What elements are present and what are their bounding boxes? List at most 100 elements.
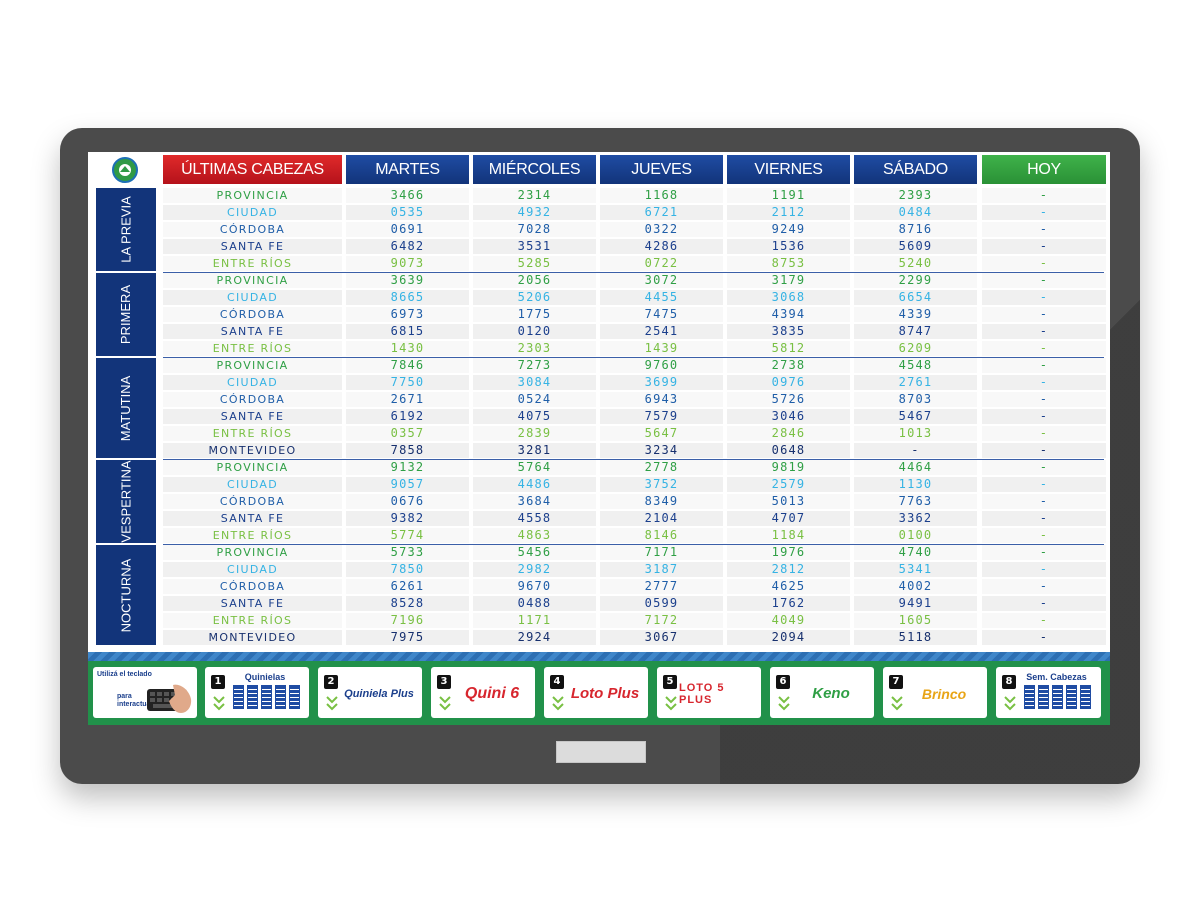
menu-tile-quini6[interactable]: 3 Quini 6 bbox=[431, 667, 535, 718]
chevron-down-icon bbox=[891, 696, 903, 711]
result-number: 5118 bbox=[854, 630, 977, 645]
result-number: - bbox=[854, 443, 977, 458]
result-number: 5764 bbox=[473, 460, 596, 475]
result-number: 9073 bbox=[346, 256, 469, 271]
result-number: - bbox=[982, 579, 1106, 594]
header-day-hoy: HOY bbox=[982, 155, 1106, 184]
result-number: 8665 bbox=[346, 290, 469, 305]
result-number: 9491 bbox=[854, 596, 977, 611]
province-name: CIUDAD bbox=[163, 477, 342, 492]
menu-tile-keno[interactable]: 6 Keno bbox=[770, 667, 874, 718]
menu-tile-loto-plus[interactable]: 4 Loto Plus bbox=[544, 667, 648, 718]
result-number: 0484 bbox=[854, 205, 977, 220]
chevron-down-icon bbox=[665, 696, 677, 711]
province-name: SANTA FE bbox=[163, 239, 342, 254]
result-number: - bbox=[982, 273, 1106, 288]
result-number: 7850 bbox=[346, 562, 469, 577]
result-number: 6815 bbox=[346, 324, 469, 339]
monitor-stand bbox=[556, 741, 646, 763]
result-number: 3639 bbox=[346, 273, 469, 288]
section-divider bbox=[163, 544, 1104, 545]
results-tables-icon bbox=[233, 685, 300, 709]
result-number: 4286 bbox=[600, 239, 723, 254]
menu-tile-quiniela-plus[interactable]: 2 Quiniela Plus bbox=[318, 667, 422, 718]
result-number: 0648 bbox=[727, 443, 850, 458]
keyboard-hint: Utilizá el teclado para interactuar bbox=[93, 667, 197, 718]
menu-tile-number: 7 bbox=[889, 675, 903, 689]
result-number: 5609 bbox=[854, 239, 977, 254]
header-day-sabado: SÁBADO bbox=[854, 155, 977, 184]
result-number: 1536 bbox=[727, 239, 850, 254]
menu-tile-number: 2 bbox=[324, 675, 338, 689]
menu-tile-sem-cabezas[interactable]: 8 Sem. Cabezas bbox=[996, 667, 1101, 718]
result-number: 6261 bbox=[346, 579, 469, 594]
result-number: 9819 bbox=[727, 460, 850, 475]
result-number: 6721 bbox=[600, 205, 723, 220]
menu-tile-number: 4 bbox=[550, 675, 564, 689]
result-number: 6209 bbox=[854, 341, 977, 356]
province-name: PROVINCIA bbox=[163, 188, 342, 203]
result-number: 8146 bbox=[600, 528, 723, 543]
result-number: - bbox=[982, 528, 1106, 543]
result-number: 3531 bbox=[473, 239, 596, 254]
result-number: 4548 bbox=[854, 358, 977, 373]
loto5-logo: LOTO 5 PLUS bbox=[679, 675, 757, 712]
result-number: 4002 bbox=[854, 579, 977, 594]
brand-label: Brinco bbox=[921, 685, 967, 702]
result-number: 2671 bbox=[346, 392, 469, 407]
result-number: 5733 bbox=[346, 545, 469, 560]
result-number: 9760 bbox=[600, 358, 723, 373]
result-number: - bbox=[982, 290, 1106, 305]
result-number: 2094 bbox=[727, 630, 850, 645]
result-number: 3072 bbox=[600, 273, 723, 288]
result-number: 3281 bbox=[473, 443, 596, 458]
result-number: 2812 bbox=[727, 562, 850, 577]
province-name: CIUDAD bbox=[163, 375, 342, 390]
province-name: SANTA FE bbox=[163, 324, 342, 339]
result-number: 6192 bbox=[346, 409, 469, 424]
brand-label: Keno bbox=[812, 685, 850, 702]
result-number: - bbox=[982, 443, 1106, 458]
menu-tile-loto5[interactable]: 5 LOTO 5 PLUS bbox=[657, 667, 761, 718]
result-number: - bbox=[982, 630, 1106, 645]
result-number: 9382 bbox=[346, 511, 469, 526]
result-number: - bbox=[982, 426, 1106, 441]
province-name: ENTRE RÍOS bbox=[163, 426, 342, 441]
menu-tile-number: 3 bbox=[437, 675, 451, 689]
results-tables-icon bbox=[1024, 685, 1091, 709]
menu-tile-brinco[interactable]: 7 Brinco bbox=[883, 667, 987, 718]
result-number: 1775 bbox=[473, 307, 596, 322]
result-number: 2303 bbox=[473, 341, 596, 356]
result-number: 2056 bbox=[473, 273, 596, 288]
header-day-martes: MARTES bbox=[346, 155, 469, 184]
result-number: 0322 bbox=[600, 222, 723, 237]
result-number: 3067 bbox=[600, 630, 723, 645]
result-number: - bbox=[982, 511, 1106, 526]
chevron-down-icon bbox=[213, 696, 225, 711]
result-number: 1013 bbox=[854, 426, 977, 441]
result-number: 0488 bbox=[473, 596, 596, 611]
province-name: CÓRDOBA bbox=[163, 222, 342, 237]
result-number: - bbox=[982, 392, 1106, 407]
result-number: 0676 bbox=[346, 494, 469, 509]
section-label: PRIMERA bbox=[96, 273, 156, 356]
result-number: 3187 bbox=[600, 562, 723, 577]
brand-label: Quiniela Plus bbox=[344, 687, 414, 700]
result-number: 5240 bbox=[854, 256, 977, 271]
result-number: 4625 bbox=[727, 579, 850, 594]
result-number: 2982 bbox=[473, 562, 596, 577]
result-number: 9057 bbox=[346, 477, 469, 492]
menu-tile-quinielas[interactable]: 1 Quinielas bbox=[205, 667, 309, 718]
result-number: 4075 bbox=[473, 409, 596, 424]
result-number: 0976 bbox=[727, 375, 850, 390]
result-number: 8528 bbox=[346, 596, 469, 611]
footer-stripe bbox=[88, 652, 1110, 661]
menu-tile-label: Quinielas bbox=[244, 672, 286, 682]
result-number: 1168 bbox=[600, 188, 723, 203]
result-number: 4740 bbox=[854, 545, 977, 560]
header-day-viernes: VIERNES bbox=[727, 155, 850, 184]
result-number: 0722 bbox=[600, 256, 723, 271]
result-number: 5341 bbox=[854, 562, 977, 577]
brand-label: Loto Plus bbox=[570, 685, 640, 702]
result-number: 8716 bbox=[854, 222, 977, 237]
